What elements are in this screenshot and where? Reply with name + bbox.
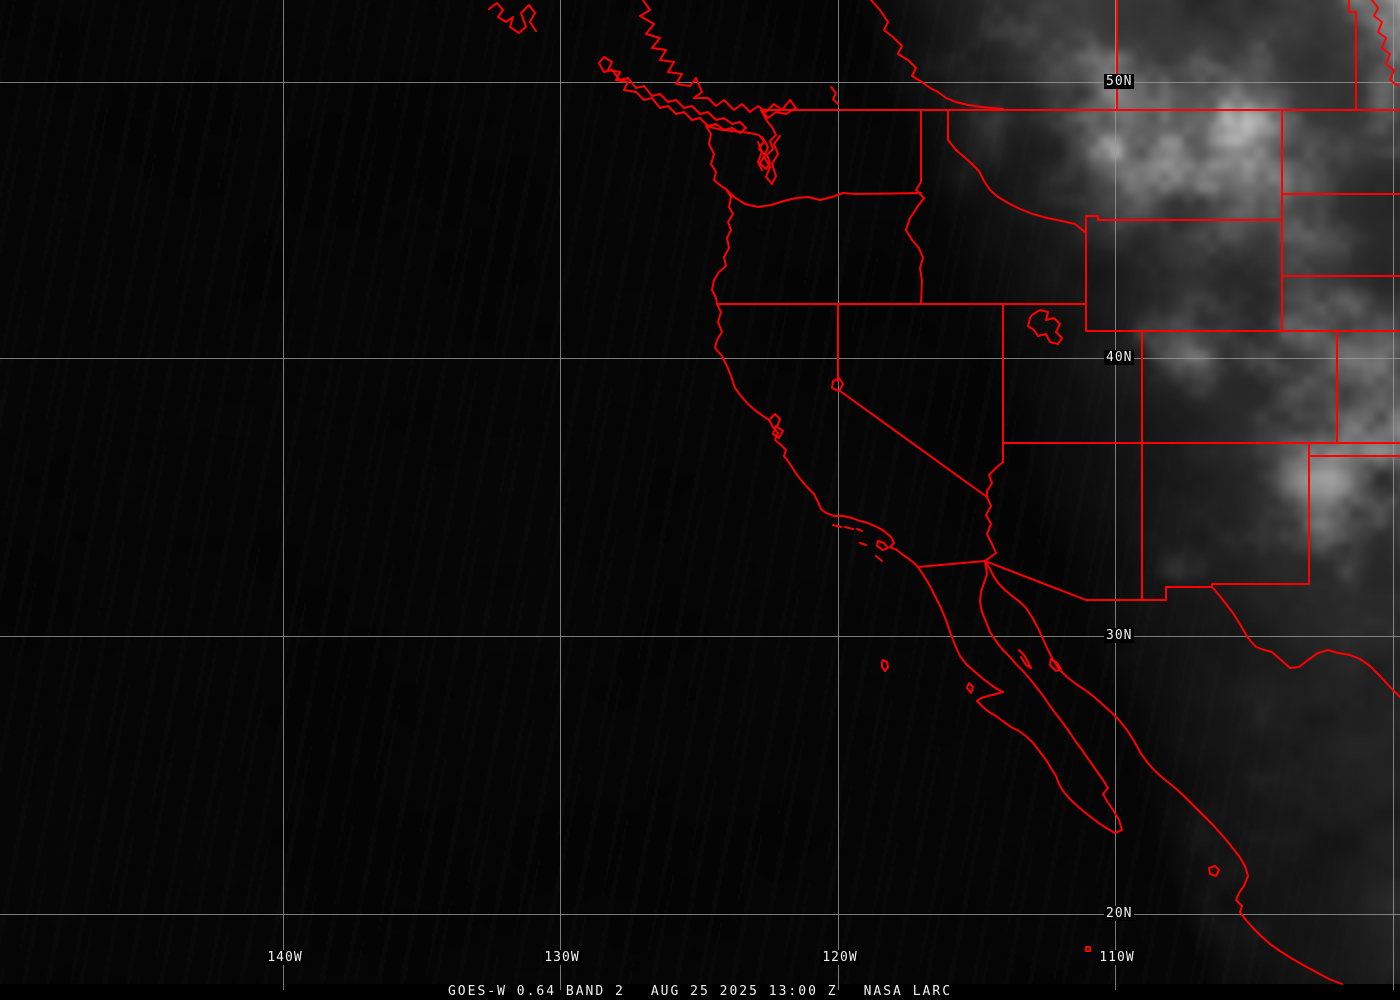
gridline-140w bbox=[283, 0, 284, 990]
lat-label-20n: 20N bbox=[1104, 906, 1135, 921]
nm-tx-border bbox=[1211, 442, 1310, 588]
lon-label-140w: 140W bbox=[265, 950, 305, 965]
san-francisco-bay bbox=[768, 413, 784, 439]
channel-island-anacapa bbox=[856, 528, 863, 532]
channel-island-san-nicolas bbox=[859, 542, 867, 546]
caption-product: GOES-W 0.64 BAND 2 bbox=[447, 984, 625, 999]
isla-tiburon bbox=[1049, 658, 1062, 672]
az-mexico-border bbox=[984, 560, 1087, 601]
mt-wy-border-45n bbox=[1085, 215, 1283, 221]
caption-timestamp: AUG 25 2025 13:00 Z bbox=[650, 984, 838, 999]
ca-az-colorado-river bbox=[984, 496, 997, 562]
lake-tahoe bbox=[831, 377, 844, 392]
hood-canal bbox=[757, 141, 763, 171]
ca-mexico-border bbox=[917, 560, 986, 568]
caption-credit: NASA LARC bbox=[863, 984, 953, 999]
id-mt-border bbox=[947, 109, 1087, 234]
gridline-130w bbox=[560, 0, 561, 990]
caption-bar bbox=[0, 984, 1400, 1000]
lon-label-110w: 110W bbox=[1097, 950, 1137, 965]
puget-sound-inlets bbox=[761, 135, 781, 185]
bc-mainland-coast bbox=[639, 0, 797, 119]
nv-az-colorado-river bbox=[986, 442, 1004, 498]
guadalupe-island bbox=[881, 659, 889, 672]
gridline-50n bbox=[0, 82, 1400, 83]
image-caption: GOES-W 0.64 BAND 2 AUG 25 2025 13:00 Z N… bbox=[0, 984, 1400, 999]
sonora-sinaloa-coast bbox=[984, 560, 1343, 985]
manitoba-lakes bbox=[1371, 0, 1399, 87]
columbia-river-wa-or-border bbox=[725, 188, 922, 208]
channel-island-santa-rosa bbox=[832, 524, 842, 528]
lon-label-120w: 120W bbox=[820, 950, 860, 965]
gridline-40n bbox=[0, 358, 1400, 359]
lat-label-30n: 30N bbox=[1104, 628, 1135, 643]
pacific-coast-wa-or bbox=[705, 125, 734, 305]
okanagan-lake bbox=[830, 86, 839, 105]
strait-juan-de-fuca-coast bbox=[705, 109, 777, 170]
isla-angel-de-la-guarda bbox=[1018, 649, 1032, 669]
gridline-30n bbox=[0, 636, 1400, 637]
channel-island-catalina bbox=[876, 540, 889, 551]
rio-grande bbox=[1211, 586, 1400, 698]
lat-label-50n: 50N bbox=[1104, 74, 1135, 89]
great-salt-lake bbox=[1027, 309, 1063, 345]
channel-island-santa-cruz bbox=[844, 526, 854, 530]
lat-label-40n: 40N bbox=[1104, 350, 1135, 365]
islas-marias bbox=[1208, 865, 1220, 877]
bc-alberta-divide bbox=[870, 0, 1004, 110]
channel-island-san-clemente bbox=[875, 555, 883, 562]
ca-nv-border-diagonal bbox=[839, 390, 988, 498]
or-id-border-snake-river bbox=[905, 181, 925, 305]
haida-gwaii-coast bbox=[488, 2, 537, 34]
lon-label-130w: 130W bbox=[542, 950, 582, 965]
saskatchewan-manitoba-border bbox=[1348, 0, 1357, 111]
vancouver-island bbox=[598, 56, 747, 134]
california-coast bbox=[714, 303, 919, 568]
gridline-120w bbox=[838, 0, 839, 990]
gridline-20n bbox=[0, 914, 1400, 915]
gridline-unlabeled bbox=[1393, 0, 1394, 990]
gridline-110w bbox=[1115, 0, 1116, 990]
baja-california-outline bbox=[917, 560, 1123, 834]
isla-socorro bbox=[1085, 946, 1091, 952]
isla-cedros bbox=[966, 682, 974, 694]
nm-mexico-border bbox=[1085, 586, 1213, 601]
